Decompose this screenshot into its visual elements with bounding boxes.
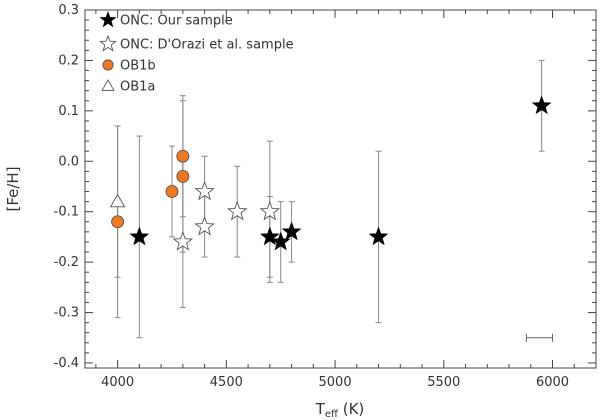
data-point-star-filled [281,221,302,241]
y-tick-label: 0.3 [58,3,79,18]
data-point-circle-orange [176,149,190,163]
data-point-circle-orange [111,215,125,229]
y-tick-label: -0.4 [54,356,79,371]
legend-label: OB1a [120,80,155,95]
x-tick-label: 4000 [101,375,134,390]
legend-label: ONC: D'Orazi et al. sample [120,38,294,53]
data-point-triangle-open [109,193,126,208]
data-point-star-filled [259,226,280,246]
scale-bar [525,333,554,342]
legend-marker-circle-orange [102,59,114,71]
data-point-star-open [194,180,215,201]
data-point-circle-orange [165,185,179,198]
y-axis-title: [Fe/H] [4,166,22,211]
y-tick-label: -0.1 [54,205,79,220]
legend-label: ONC: Our sample [120,14,233,29]
data-point-circle-orange [176,169,190,183]
x-tick-label: 4500 [210,375,243,390]
marker-layer [109,95,552,251]
y-tick-label: 0.1 [58,104,79,119]
y-tick-label: 0.2 [58,53,79,68]
data-point-star-filled [270,231,291,251]
legend-marker-star-filled [99,11,117,28]
legend-label: OB1b [120,59,156,74]
legend: ONC: Our sample ONC: D'Orazi et al. sampl… [99,11,294,95]
errorbar-layer [114,59,545,339]
y-tick-label: -0.3 [54,306,79,321]
data-point-star-open [194,216,215,236]
ticks-layer: 4000 4500 5000 5500 6000 -0.4 -0.3 -0.2 -0.1 0.0 0… [54,3,596,390]
data-point-star-filled [368,226,389,246]
data-point-star-open [226,200,248,221]
data-point-star-filled [531,95,552,115]
data-point-star-open [172,231,194,251]
plot-frame [84,9,597,369]
x-tick-label: 5000 [319,375,352,390]
data-point-star-filled [129,226,150,246]
data-point-star-open [259,200,281,221]
x-tick-label: 6000 [536,375,569,390]
x-tick-label: 5500 [427,375,460,390]
y-tick-label: -0.2 [54,255,79,270]
legend-marker-triangle-open [101,79,115,91]
x-axis-title: Teff (K) [315,400,365,420]
legend-marker-star-open [99,34,117,52]
y-tick-label: 0.0 [58,154,79,169]
